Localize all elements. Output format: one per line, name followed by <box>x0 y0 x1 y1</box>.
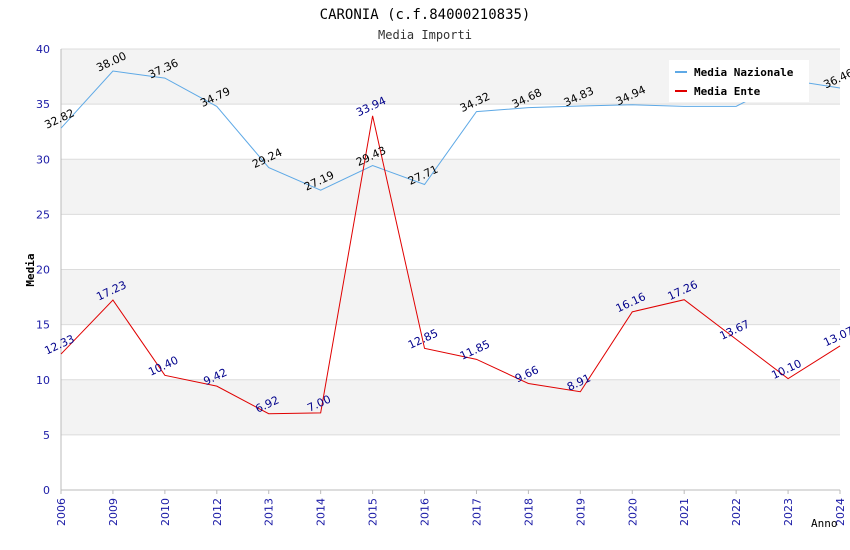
x-tick-label: 2024 <box>834 498 847 526</box>
y-tick-label: 30 <box>36 153 50 166</box>
data-label: 10.40 <box>146 354 180 379</box>
y-axis-label: Media <box>24 253 37 286</box>
background-bands <box>61 49 840 435</box>
x-tick-label: 2020 <box>626 498 639 526</box>
y-tick-label: 10 <box>36 374 50 387</box>
axes: 0 5 10 15 20 25 30 35 40 2006 2009 2010 2012 2013 2014… <box>36 43 847 526</box>
series-line-media-nazionale <box>60 70 841 191</box>
data-label: 13.07 <box>821 324 850 349</box>
y-tick-label: 0 <box>43 484 50 497</box>
y-tick-label: 25 <box>36 208 50 221</box>
chart-title: CARONIA (c.f.84000210835) <box>320 7 531 23</box>
x-tick-label: 2013 <box>263 498 276 526</box>
legend-label: Media Ente <box>694 85 761 98</box>
data-label: 12.85 <box>406 327 440 352</box>
x-tick-label: 2019 <box>574 498 587 526</box>
x-tick-label: 2012 <box>211 498 224 526</box>
x-tick-label: 2018 <box>522 498 535 526</box>
chart-subtitle: Media Importi <box>378 28 472 42</box>
band <box>61 269 840 325</box>
y-tick-label: 20 <box>36 264 50 277</box>
legend-label: Media Nazionale <box>694 66 794 79</box>
y-tick-label: 15 <box>36 319 50 332</box>
data-label: 12.33 <box>42 332 76 357</box>
series-line-media-ente <box>60 115 841 415</box>
band <box>61 159 840 215</box>
legend-box <box>669 60 809 102</box>
x-tick-label: 2017 <box>470 498 483 526</box>
y-tick-label: 35 <box>36 98 50 111</box>
x-tick-label: 2023 <box>782 498 795 526</box>
y-tick-label: 5 <box>43 429 50 442</box>
x-tick-label: 2006 <box>55 498 68 526</box>
x-tick-label: 2014 <box>315 498 328 526</box>
y-tick-label: 40 <box>36 43 50 56</box>
x-tick-label: 2021 <box>678 498 691 526</box>
x-tick-label: 2016 <box>419 498 432 526</box>
x-tick-label: 2015 <box>367 498 380 526</box>
x-tick-label: 2022 <box>730 498 743 526</box>
data-label: 10.10 <box>770 357 804 382</box>
legend: Media Nazionale Media Ente <box>669 60 809 102</box>
band <box>61 379 840 435</box>
x-tick-label: 2009 <box>107 498 120 526</box>
series-lines <box>60 70 841 415</box>
x-axis-label: Anno <box>811 517 838 530</box>
x-tick-label: 2010 <box>159 498 172 526</box>
